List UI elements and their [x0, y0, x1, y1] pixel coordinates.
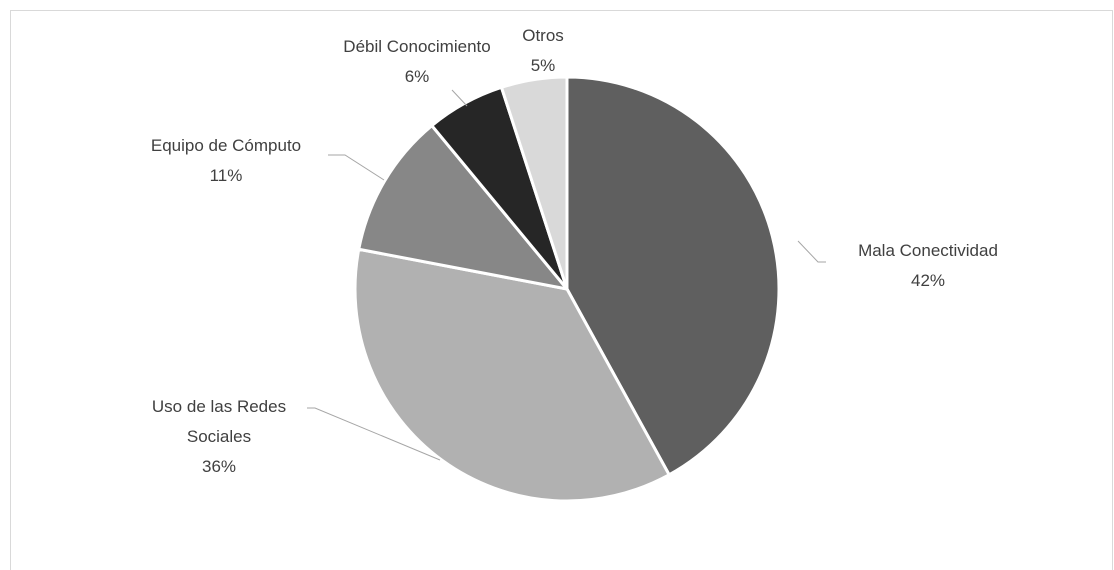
- slice-category-label: Débil Conocimiento: [343, 37, 490, 56]
- data-label-equipo-de-computo: Equipo de Cómputo 11%: [151, 136, 301, 185]
- data-label-otros: Otros 5%: [522, 26, 564, 75]
- slice-category-label: Mala Conectividad: [858, 241, 998, 260]
- leader-line-uso-de-las-redes-sociales: [307, 407, 441, 461]
- slice-percent-label: 11%: [210, 166, 243, 185]
- slice-percent-label: 36%: [202, 457, 236, 476]
- slice-percent-label: 5%: [531, 56, 556, 75]
- data-label-debil-conocimiento: Débil Conocimiento 6%: [343, 37, 490, 86]
- slice-category-label: Uso de las Redes: [152, 397, 286, 416]
- pie-slice-otros: [499, 75, 569, 291]
- leader-line-equipo-de-computo: [328, 154, 385, 181]
- leader-line-debil-conocimiento: [451, 89, 468, 107]
- leader-line-mala-conectividad: [797, 240, 826, 263]
- slice-category-label: Equipo de Cómputo: [151, 136, 301, 155]
- data-label-uso-de-las-redes-sociales: Uso de las Redes Sociales 36%: [152, 397, 286, 476]
- slice-percent-label: 6%: [405, 67, 430, 86]
- slice-category-label: Otros: [522, 26, 564, 45]
- slice-category-label: Sociales: [187, 427, 251, 446]
- data-label-mala-conectividad: Mala Conectividad 42%: [858, 241, 998, 290]
- slice-percent-label: 42%: [911, 271, 945, 290]
- pie-slice-mala-conectividad: [565, 75, 781, 477]
- pie-slice-equipo-de-computo: [357, 124, 569, 291]
- pie-slice-uso-de-las-redes-sociales: [353, 247, 671, 503]
